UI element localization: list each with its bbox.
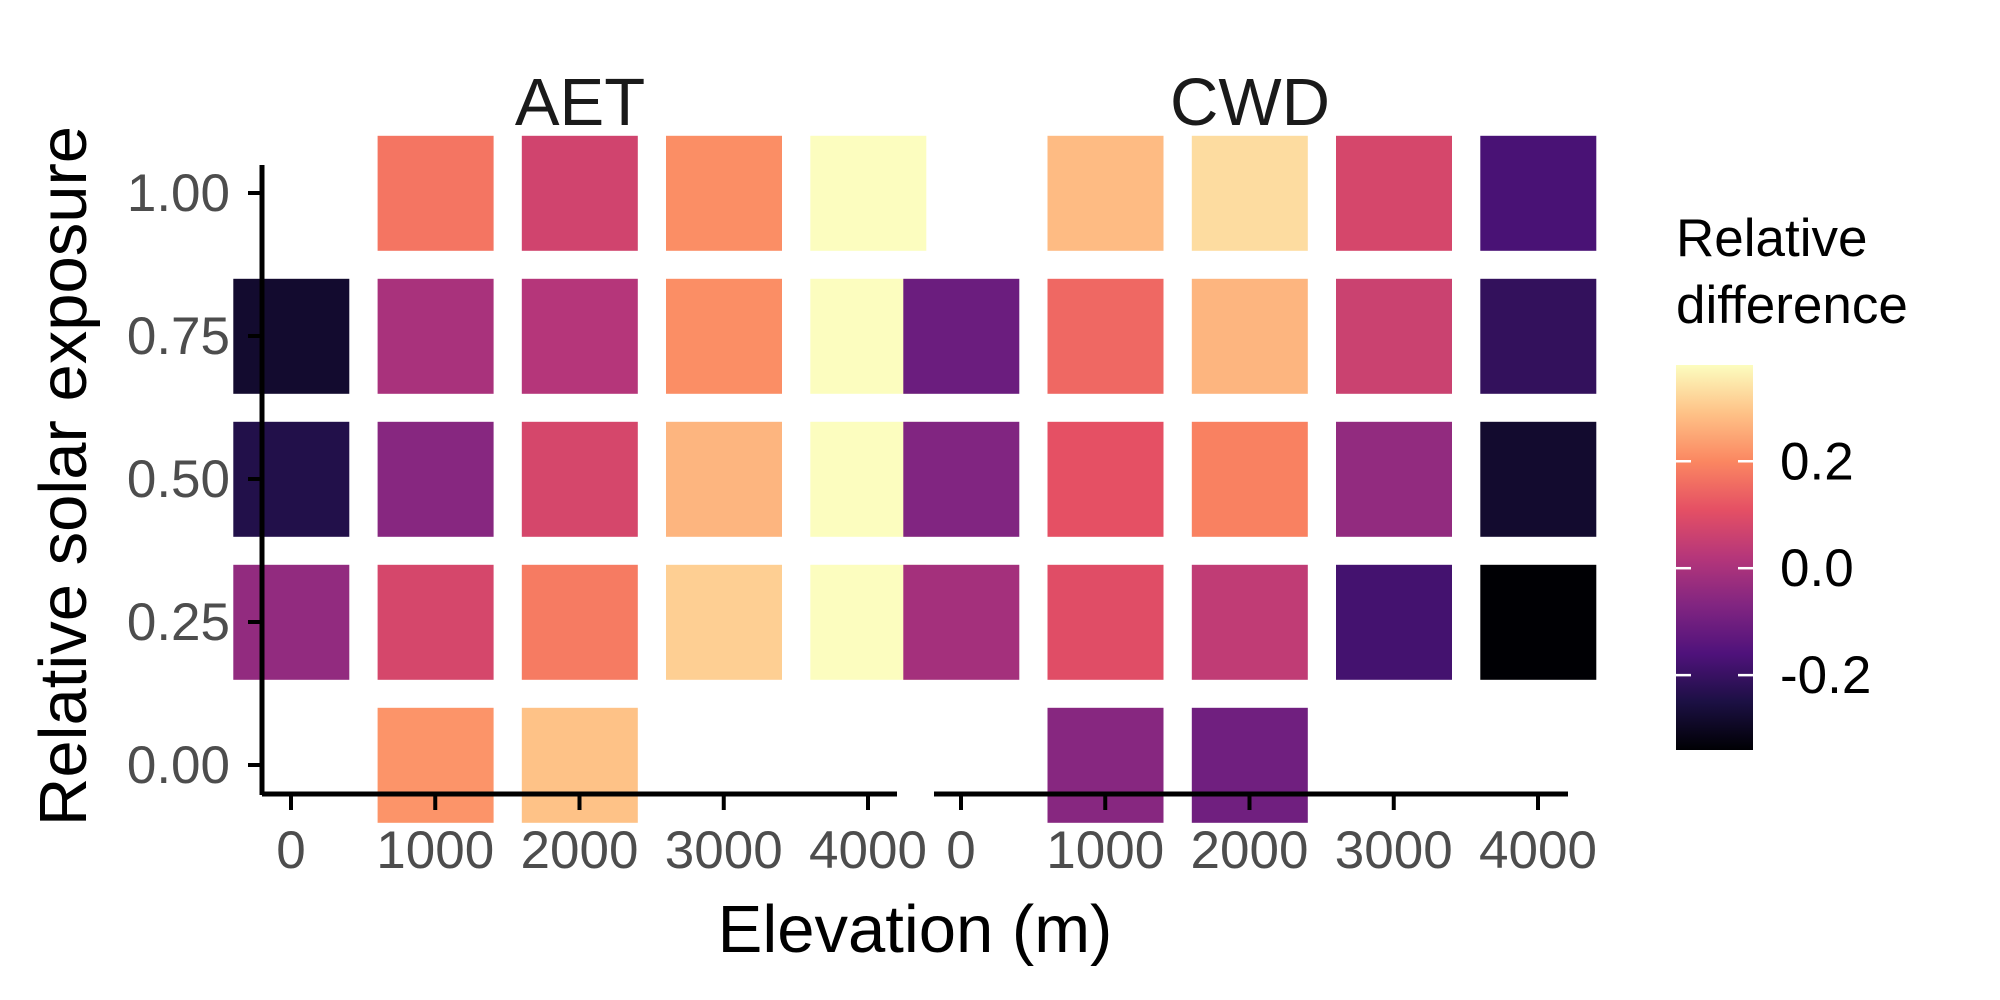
x-axis-title: Elevation (m) bbox=[718, 892, 1113, 967]
legend-title-line1: Relative bbox=[1676, 209, 1867, 268]
heatmap-cell-cwd bbox=[1191, 135, 1308, 251]
heatmap-cell-aet bbox=[666, 278, 782, 394]
y-tick-label: 0.50 bbox=[127, 450, 230, 509]
heatmap-cell-cwd bbox=[1336, 421, 1452, 537]
legend: Relative difference 0.2 0.0 -0.2 bbox=[1676, 209, 1908, 750]
axis-ticks: 0.00 0.25 0.50 0.75 1.00 0 1000 2000 3000 4000 0 10… bbox=[127, 164, 1597, 880]
heatmap-cell-cwd bbox=[1336, 564, 1452, 680]
heatmap-cell-aet bbox=[666, 421, 782, 537]
heatmap-cell-aet bbox=[377, 564, 494, 680]
heatmap-cell-cwd bbox=[1480, 278, 1597, 394]
heatmap-cell-aet bbox=[521, 135, 638, 251]
heatmap-cell-aet bbox=[377, 278, 494, 394]
heatmap-cell-aet bbox=[666, 564, 782, 680]
legend-title-line2: difference bbox=[1676, 276, 1908, 335]
x-tick-label-aet: 0 bbox=[276, 821, 305, 880]
heatmap-cell-aet bbox=[521, 421, 638, 537]
legend-tick-label: -0.2 bbox=[1780, 646, 1871, 705]
heatmap-cell-cwd bbox=[1336, 135, 1452, 251]
heatmap-cell-cwd bbox=[1336, 278, 1452, 394]
y-tick-label: 0.25 bbox=[127, 593, 230, 652]
x-tick-label-aet: 1000 bbox=[376, 821, 494, 880]
y-tick-label: 0.00 bbox=[127, 736, 230, 795]
x-tick-label-cwd: 1000 bbox=[1046, 821, 1164, 880]
legend-ticks: 0.2 0.0 -0.2 bbox=[1676, 432, 1871, 705]
heatmap-cell-cwd bbox=[903, 421, 1020, 537]
heatmap-cell-cwd bbox=[1047, 421, 1164, 537]
x-tick-label-cwd: 3000 bbox=[1335, 821, 1453, 880]
heatmap-cell-cwd bbox=[1191, 564, 1308, 680]
heatmap-cell-aet bbox=[521, 564, 638, 680]
heatmap-cell-cwd bbox=[1191, 421, 1308, 537]
panel-title-cwd: CWD bbox=[1170, 65, 1330, 140]
heatmap-cells bbox=[233, 135, 1597, 823]
x-tick-label-cwd: 2000 bbox=[1191, 821, 1309, 880]
panel-title-aet: AET bbox=[515, 65, 645, 140]
y-axis-title: Relative solar exposure bbox=[26, 126, 101, 826]
heatmap-cell-aet bbox=[377, 135, 494, 251]
x-tick-label-aet: 4000 bbox=[809, 821, 927, 880]
heatmap-cell-aet bbox=[666, 135, 782, 251]
heatmap-cell-cwd bbox=[1480, 135, 1597, 251]
y-tick-label: 0.75 bbox=[127, 307, 230, 366]
heatmap-cell-cwd bbox=[1047, 564, 1164, 680]
heatmap-cell-cwd bbox=[1480, 564, 1597, 680]
heatmap-cell-aet bbox=[810, 135, 927, 251]
legend-tick-label: 0.2 bbox=[1780, 432, 1854, 491]
heatmap-cell-aet bbox=[521, 278, 638, 394]
heatmap-cell-cwd bbox=[903, 564, 1020, 680]
x-tick-label-aet: 3000 bbox=[665, 821, 783, 880]
y-tick-label: 1.00 bbox=[127, 164, 230, 223]
heatmap-cell-cwd bbox=[1047, 278, 1164, 394]
heatmap-cell-cwd bbox=[1047, 135, 1164, 251]
x-tick-label-cwd: 0 bbox=[946, 821, 975, 880]
legend-colorbar bbox=[1676, 365, 1753, 750]
x-tick-label-cwd: 4000 bbox=[1479, 821, 1597, 880]
heatmap-cell-cwd bbox=[903, 278, 1020, 394]
heatmap-cell-aet bbox=[377, 421, 494, 537]
heatmap-cell-cwd bbox=[1480, 421, 1597, 537]
legend-tick-label: 0.0 bbox=[1780, 539, 1854, 598]
x-tick-label-aet: 2000 bbox=[521, 821, 639, 880]
heatmap-cell-cwd bbox=[1191, 278, 1308, 394]
